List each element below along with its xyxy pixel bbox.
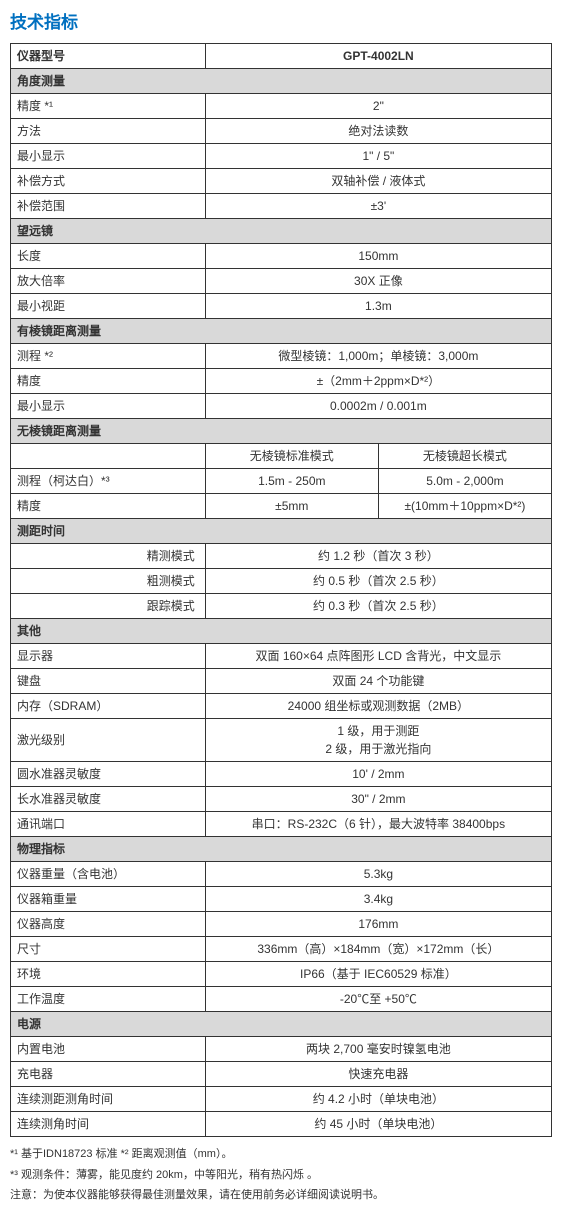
row-value: 30" / 2mm	[205, 787, 551, 812]
row-value: 约 0.3 秒（首次 2.5 秒）	[205, 594, 551, 619]
row-value: ±(10mm＋10ppm×D*²)	[378, 494, 551, 519]
row-value: 约 1.2 秒（首次 3 秒）	[205, 544, 551, 569]
row-value: 约 45 小时（单块电池）	[205, 1112, 551, 1137]
row-label: 测程 *²	[11, 344, 206, 369]
row-value: IP66（基于 IEC60529 标准）	[205, 962, 551, 987]
footnote-line: 注意：为使本仪器能够获得最佳测量效果，请在使用前务必详细阅读说明书。	[10, 1186, 552, 1205]
row-label: 放大倍率	[11, 269, 206, 294]
row-value: 串口：RS-232C（6 针），最大波特率 38400bps	[205, 812, 551, 837]
row-label: 精测模式	[11, 544, 206, 569]
section-header: 角度测量	[11, 69, 552, 94]
row-value: 双轴补偿 / 液体式	[205, 169, 551, 194]
row-label: 最小显示	[11, 394, 206, 419]
footnote-line: *¹ 基于IDN18723 标准 *² 距离观测值（mm）。	[10, 1145, 552, 1164]
row-label: 方法	[11, 119, 206, 144]
row-label: 跟踪模式	[11, 594, 206, 619]
section-header: 其他	[11, 619, 552, 644]
row-label: 环境	[11, 962, 206, 987]
row-value: -20℃至 +50℃	[205, 987, 551, 1012]
row-value: 1" / 5"	[205, 144, 551, 169]
row-value: 10' / 2mm	[205, 762, 551, 787]
section-header: 测距时间	[11, 519, 552, 544]
footnotes: *¹ 基于IDN18723 标准 *² 距离观测值（mm）。 *³ 观测条件：薄雾…	[10, 1145, 552, 1205]
subcol-header: 无棱镜标准模式	[205, 444, 378, 469]
row-label: 补偿范围	[11, 194, 206, 219]
row-value: 5.0m - 2,000m	[378, 469, 551, 494]
section-header: 望远镜	[11, 219, 552, 244]
model-value: GPT-4002LN	[205, 44, 551, 69]
row-label: 仪器高度	[11, 912, 206, 937]
section-header: 物理指标	[11, 837, 552, 862]
row-label: 工作温度	[11, 987, 206, 1012]
row-label: 长水准器灵敏度	[11, 787, 206, 812]
model-label: 仪器型号	[11, 44, 206, 69]
row-value: 0.0002m / 0.001m	[205, 394, 551, 419]
row-label: 内存（SDRAM）	[11, 694, 206, 719]
row-label: 圆水准器灵敏度	[11, 762, 206, 787]
empty-cell	[11, 444, 206, 469]
row-label: 尺寸	[11, 937, 206, 962]
row-value: 绝对法读数	[205, 119, 551, 144]
row-label: 最小显示	[11, 144, 206, 169]
row-label: 精度	[11, 494, 206, 519]
row-label: 内置电池	[11, 1037, 206, 1062]
row-value: 快速充电器	[205, 1062, 551, 1087]
section-header: 有棱镜距离测量	[11, 319, 552, 344]
row-label: 连续测距测角时间	[11, 1087, 206, 1112]
row-value: 1.5m - 250m	[205, 469, 378, 494]
row-value: 微型棱镜：1,000m；单棱镜：3,000m	[205, 344, 551, 369]
row-value: 336mm（高）×184mm（宽）×172mm（长）	[205, 937, 551, 962]
row-value: 约 0.5 秒（首次 2.5 秒）	[205, 569, 551, 594]
row-value: 2"	[205, 94, 551, 119]
row-value: ±5mm	[205, 494, 378, 519]
page-title: 技术指标	[10, 8, 552, 33]
section-header: 无棱镜距离测量	[11, 419, 552, 444]
row-label: 激光级别	[11, 719, 206, 762]
row-value: 两块 2,700 毫安时镍氢电池	[205, 1037, 551, 1062]
row-value: 1 级，用于测距2 级，用于激光指向	[205, 719, 551, 762]
row-label: 仪器箱重量	[11, 887, 206, 912]
row-value: ±（2mm＋2ppm×D*²）	[205, 369, 551, 394]
row-label: 键盘	[11, 669, 206, 694]
subcol-header: 无棱镜超长模式	[378, 444, 551, 469]
row-label: 连续测角时间	[11, 1112, 206, 1137]
row-label: 长度	[11, 244, 206, 269]
row-value: 5.3kg	[205, 862, 551, 887]
row-value: 双面 24 个功能键	[205, 669, 551, 694]
section-header: 电源	[11, 1012, 552, 1037]
row-label: 精度 *¹	[11, 94, 206, 119]
row-value: 3.4kg	[205, 887, 551, 912]
row-label: 粗测模式	[11, 569, 206, 594]
row-label: 通讯端口	[11, 812, 206, 837]
row-value: 150mm	[205, 244, 551, 269]
row-label: 仪器重量（含电池）	[11, 862, 206, 887]
row-value: 24000 组坐标或观测数据（2MB）	[205, 694, 551, 719]
row-value: 176mm	[205, 912, 551, 937]
row-label: 补偿方式	[11, 169, 206, 194]
row-value: 约 4.2 小时（单块电池）	[205, 1087, 551, 1112]
row-label: 最小视距	[11, 294, 206, 319]
footnote-line: *³ 观测条件：薄雾，能见度约 20km，中等阳光，稍有热闪烁 。	[10, 1166, 552, 1185]
row-label: 精度	[11, 369, 206, 394]
row-label: 充电器	[11, 1062, 206, 1087]
row-value: ±3'	[205, 194, 551, 219]
row-value: 双面 160×64 点阵图形 LCD 含背光，中文显示	[205, 644, 551, 669]
row-value: 1.3m	[205, 294, 551, 319]
row-label: 测程（柯达白）*³	[11, 469, 206, 494]
spec-table: 仪器型号GPT-4002LN角度测量精度 *¹2"方法绝对法读数最小显示1" /…	[10, 43, 552, 1137]
row-value: 30X 正像	[205, 269, 551, 294]
row-label: 显示器	[11, 644, 206, 669]
